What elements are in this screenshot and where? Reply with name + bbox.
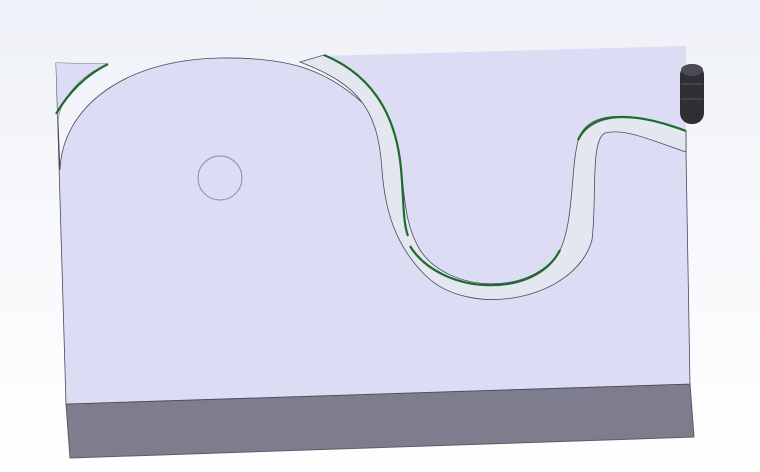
guide-pin[interactable] [680,64,704,124]
guide-pin-body [680,64,704,124]
guide-pin-top [681,64,703,76]
slot-edge-upper-right [323,53,410,237]
through-hole[interactable] [197,155,243,201]
cam-slot[interactable] [298,54,687,300]
plate-top-left-corner [56,63,108,120]
slot-edge-right [577,115,687,141]
slot-edge-upper-left [55,63,109,115]
slot-edge-lower [409,245,561,287]
plate-top-middle [320,46,686,289]
